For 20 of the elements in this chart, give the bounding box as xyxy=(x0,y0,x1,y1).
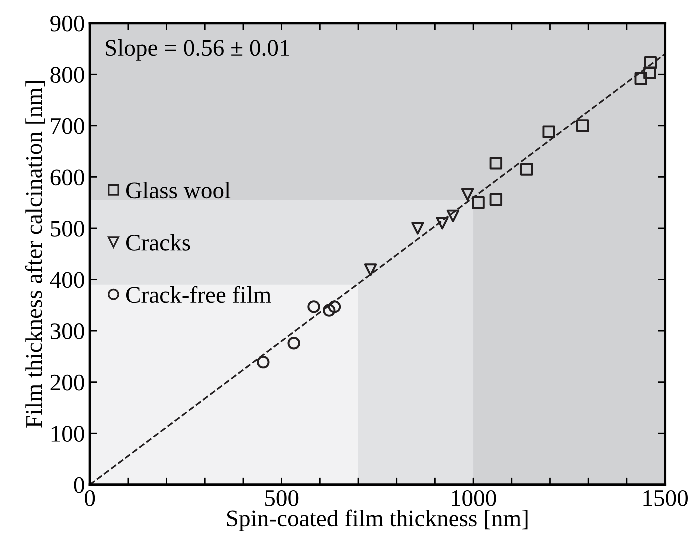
x-tick-label: 1000 xyxy=(452,490,496,506)
legend-label: Crack-free film xyxy=(126,286,272,304)
y-tick-label: 0 xyxy=(74,477,84,494)
x-axis-title: Spin-coated film thickness [nm] xyxy=(227,510,528,532)
annotation: Slope = 0.56 ± 0.01 xyxy=(106,40,290,61)
y-tick-label: 400 xyxy=(50,272,84,288)
legend-label: Glass wool xyxy=(126,182,231,199)
y-tick-label: 800 xyxy=(50,67,84,84)
x-tick-label: 0 xyxy=(85,490,96,506)
y-tick-label: 500 xyxy=(51,220,84,237)
x-tick-label: 500 xyxy=(265,490,299,506)
y-tick-label: 200 xyxy=(50,374,84,391)
y-tick-label: 100 xyxy=(52,426,84,442)
x-tick-label: 1500 xyxy=(644,490,688,506)
y-tick-label: 900 xyxy=(50,16,84,32)
legend-label: Cracks xyxy=(126,234,190,251)
y-tick-label: 300 xyxy=(50,324,84,340)
y-axis-title: Film thickness after calcination [nm] xyxy=(25,81,46,428)
y-tick-label: 700 xyxy=(51,118,84,134)
y-tick-label: 600 xyxy=(50,170,84,186)
